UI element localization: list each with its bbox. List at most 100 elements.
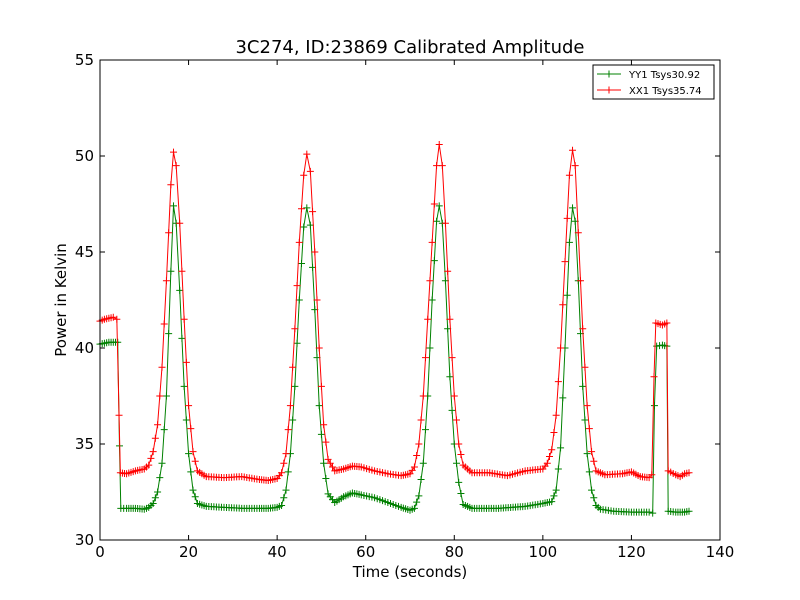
data-point bbox=[550, 492, 558, 500]
data-point bbox=[320, 421, 328, 429]
data-point bbox=[158, 459, 166, 467]
data-point bbox=[548, 498, 556, 506]
data-point bbox=[557, 444, 565, 452]
data-point bbox=[289, 363, 297, 371]
data-point bbox=[295, 296, 303, 304]
data-point bbox=[455, 440, 463, 448]
legend-marker bbox=[605, 70, 613, 78]
data-point bbox=[145, 461, 153, 469]
data-point bbox=[289, 416, 297, 424]
x-tick-label: 120 bbox=[617, 543, 646, 561]
data-point bbox=[577, 277, 584, 285]
data-point bbox=[422, 354, 429, 362]
data-point bbox=[162, 392, 170, 400]
data-point bbox=[303, 150, 311, 158]
data-point bbox=[588, 448, 596, 456]
data-point bbox=[552, 486, 560, 494]
data-point bbox=[286, 402, 294, 410]
data-point bbox=[663, 319, 671, 327]
data-point bbox=[571, 162, 579, 170]
data-point bbox=[565, 238, 573, 246]
data-point bbox=[419, 392, 427, 400]
data-point bbox=[170, 202, 178, 210]
data-point bbox=[180, 382, 188, 390]
data-point bbox=[293, 282, 301, 290]
legend-label: XX1 Tsys35.74 bbox=[629, 86, 702, 97]
data-point bbox=[167, 267, 175, 275]
data-point bbox=[419, 459, 427, 467]
data-point bbox=[170, 148, 178, 156]
data-point bbox=[300, 223, 308, 231]
data-point bbox=[309, 263, 317, 271]
data-point bbox=[298, 260, 305, 268]
data-point bbox=[561, 258, 569, 266]
data-point bbox=[585, 468, 593, 476]
data-point bbox=[306, 221, 314, 229]
x-tick-label: 140 bbox=[706, 543, 735, 561]
data-point bbox=[147, 454, 155, 462]
y-tick-label: 35 bbox=[75, 435, 94, 453]
legend: YY1 Tsys30.92 XX1 Tsys35.74 bbox=[592, 64, 715, 100]
data-point bbox=[548, 446, 556, 454]
x-tick-label: 100 bbox=[529, 543, 558, 561]
data-point bbox=[295, 238, 303, 246]
data-point bbox=[154, 488, 162, 496]
data-point bbox=[563, 214, 571, 222]
legend-box bbox=[592, 64, 715, 100]
data-point bbox=[282, 486, 290, 494]
data-point bbox=[284, 468, 292, 476]
data-point bbox=[426, 344, 434, 352]
data-point bbox=[430, 257, 438, 265]
data-point bbox=[444, 267, 452, 275]
data-point bbox=[552, 411, 560, 419]
data-point bbox=[322, 438, 330, 446]
data-point bbox=[585, 425, 593, 433]
data-point bbox=[182, 416, 190, 424]
data-point bbox=[579, 325, 587, 333]
data-point bbox=[410, 463, 418, 471]
y-tick-label: 30 bbox=[75, 531, 94, 549]
data-point bbox=[579, 382, 587, 390]
data-point bbox=[435, 202, 443, 210]
series-xx1 bbox=[96, 140, 693, 484]
data-point bbox=[565, 171, 573, 179]
data-point bbox=[450, 392, 458, 400]
data-point bbox=[178, 267, 186, 275]
legend-label: YY1 Tsys30.92 bbox=[628, 70, 700, 81]
y-axis-label: Power in Kelvin bbox=[52, 243, 70, 357]
data-point bbox=[185, 450, 193, 458]
data-point bbox=[685, 469, 693, 477]
data-point bbox=[315, 344, 323, 352]
data-point bbox=[280, 459, 288, 467]
plot-frame bbox=[99, 59, 721, 541]
data-point bbox=[149, 448, 157, 456]
data-point bbox=[165, 330, 173, 338]
data-point bbox=[685, 507, 693, 515]
y-tick-label: 40 bbox=[75, 339, 94, 357]
data-point bbox=[115, 411, 123, 419]
data-point bbox=[149, 500, 157, 508]
data-point bbox=[446, 315, 454, 323]
data-point bbox=[160, 320, 168, 328]
data-point bbox=[557, 344, 565, 352]
data-point bbox=[311, 248, 319, 256]
x-tick-label: 40 bbox=[268, 543, 287, 561]
data-point bbox=[650, 373, 658, 381]
data-point bbox=[590, 494, 598, 502]
y-tick-label: 50 bbox=[75, 147, 94, 165]
data-point bbox=[324, 455, 332, 463]
data-point bbox=[109, 313, 117, 321]
data-point bbox=[182, 358, 190, 366]
data-point bbox=[176, 286, 184, 294]
x-tick-label: 0 bbox=[95, 543, 105, 561]
data-point bbox=[282, 450, 290, 458]
x-tick-label: 80 bbox=[445, 543, 464, 561]
data-point bbox=[415, 440, 423, 448]
data-point bbox=[422, 426, 429, 434]
data-point bbox=[554, 465, 562, 473]
series-yy1 bbox=[96, 202, 693, 517]
data-point bbox=[588, 486, 596, 494]
data-point bbox=[291, 325, 299, 333]
data-point bbox=[291, 382, 299, 390]
